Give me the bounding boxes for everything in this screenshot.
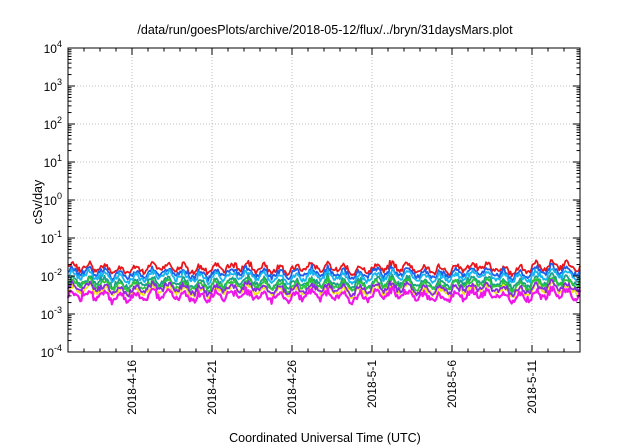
x-axis-ticks: 2018-4-16 2018-4-21 2018-4-26 2018-5-1 2018-… [67, 48, 581, 415]
series-line-3 [67, 267, 581, 286]
series-line-5 [67, 276, 581, 295]
x-tick-label: 2018-5-6 [445, 360, 459, 408]
x-axis-label: Coordinated Universal Time (UTC) [229, 431, 421, 445]
y-tick-label: 10-2 [41, 267, 62, 284]
y-tick-label: 10-4 [41, 343, 62, 360]
y-tick-label: 10-3 [41, 305, 62, 322]
y-tick-label: 104 [44, 39, 62, 56]
x-tick-label: 2018-5-11 [525, 360, 539, 414]
series-line-1 [67, 259, 581, 278]
series-line-2 [67, 262, 581, 283]
y-tick-label: 101 [44, 153, 62, 170]
y-tick-label: 103 [44, 77, 62, 94]
y-axis-ticks: 104 103 102 101 100 10-1 10-2 10-3 10-4 [41, 39, 580, 360]
grid [68, 48, 580, 352]
x-tick-label: 2018-4-26 [285, 360, 299, 415]
series-group [66, 259, 582, 306]
series-line-7 [67, 278, 581, 298]
y-tick-label: 100 [44, 191, 62, 208]
x-tick-label: 2018-4-16 [125, 360, 139, 415]
x-tick-label: 2018-5-1 [365, 360, 379, 408]
x-tick-label: 2018-4-21 [205, 360, 219, 415]
series-line-8 [66, 285, 582, 306]
y-axis-label: cSv/day [31, 179, 45, 224]
chart-title: /data/run/goesPlots/archive/2018-05-12/f… [137, 23, 513, 37]
y-tick-label: 10-1 [41, 229, 62, 246]
y-tick-label: 102 [44, 115, 62, 132]
